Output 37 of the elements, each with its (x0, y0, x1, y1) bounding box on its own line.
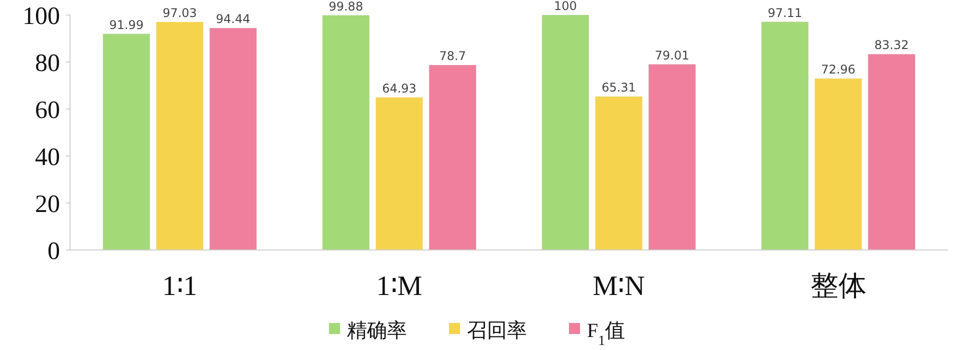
y-tick-label: 20 (35, 190, 60, 218)
bar (322, 15, 370, 250)
bar (156, 22, 204, 250)
data-label: 97.03 (162, 6, 197, 20)
bar (429, 65, 476, 250)
y-tick-label: 60 (35, 96, 60, 124)
y-tick-label: 100 (22, 2, 60, 30)
legend-label: 召回率 (467, 320, 527, 342)
data-label: 83.32 (874, 38, 909, 52)
x-tick-label: 1∶M (376, 271, 422, 302)
bar (868, 54, 916, 250)
data-label: 99.88 (328, 0, 364, 14)
data-label: 97.11 (768, 6, 802, 20)
bar (102, 34, 150, 250)
x-tick-label: 整体 (810, 271, 866, 302)
x-tick-label: 1∶1 (162, 271, 198, 302)
bar (761, 22, 808, 250)
legend-label: F$_{1}$值 (587, 320, 626, 348)
data-label: 79.01 (654, 48, 690, 62)
bar (814, 78, 862, 250)
x-tick-label: M∶N (592, 271, 645, 302)
y-tick-label: 0 (48, 238, 60, 265)
bar (595, 96, 642, 250)
bar (376, 97, 423, 250)
data-label: 72.96 (821, 62, 856, 77)
data-label: 64.93 (382, 81, 416, 96)
y-tick-label: 40 (35, 144, 60, 171)
data-label: 100 (554, 0, 577, 13)
bar (648, 64, 696, 250)
data-label: 94.44 (216, 12, 250, 26)
bar (542, 15, 589, 250)
y-tick-label: 80 (35, 50, 60, 77)
legend-label: 精确率 (347, 320, 407, 342)
data-label: 78.7 (439, 49, 466, 64)
bar (210, 28, 257, 250)
data-label: 65.31 (602, 80, 636, 95)
data-label: 91.99 (109, 18, 144, 32)
